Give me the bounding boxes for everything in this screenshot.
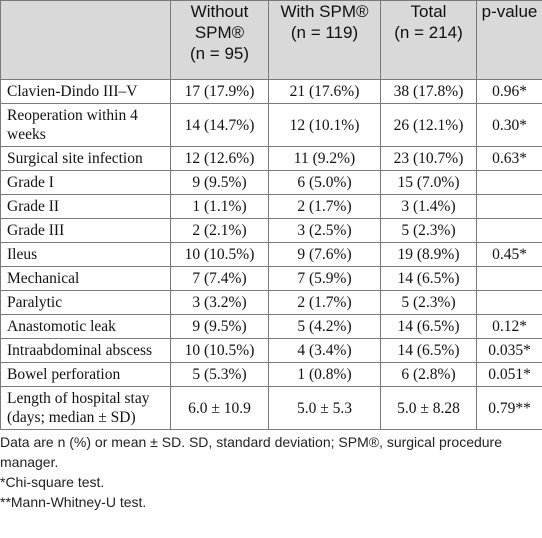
header-without-title: Without SPM®	[190, 2, 249, 42]
cell-pvalue: 0.45*	[476, 242, 542, 267]
cell-total: 38 (17.8%)	[380, 79, 477, 104]
cell-with-spm: 5 (4.2%)	[268, 314, 381, 339]
row-label: Grade II	[0, 194, 171, 219]
cell-pvalue: 0.035*	[476, 338, 542, 363]
cell-with-spm: 9 (7.6%)	[268, 242, 381, 267]
footnote-abbreviations: Data are n (%) or mean ± SD. SD, standar…	[0, 434, 502, 470]
table-row: Bowel perforation 5 (5.3%) 1 (0.8%) 6 (2.8%…	[0, 362, 542, 387]
table-row: Reoperation within 4 weeks 14 (14.7%) 12 (…	[0, 103, 542, 147]
row-label: Intraabdominal abscess	[0, 338, 171, 363]
cell-pvalue: 0.79**	[476, 386, 542, 430]
cell-with-spm: 5.0 ± 5.3	[268, 386, 381, 430]
cell-total: 5.0 ± 8.28	[380, 386, 477, 430]
cell-pvalue: 0.63*	[476, 146, 542, 171]
row-label: Reoperation within 4 weeks	[0, 103, 171, 147]
cell-with-spm: 3 (2.5%)	[268, 218, 381, 243]
table-row: Ileus 10 (10.5%) 9 (7.6%) 19 (8.9%) 0.45*	[0, 242, 542, 267]
cell-total: 26 (12.1%)	[380, 103, 477, 147]
cell-without-spm: 9 (9.5%)	[170, 170, 269, 195]
cell-without-spm: 12 (12.6%)	[170, 146, 269, 171]
cell-total: 14 (6.5%)	[380, 314, 477, 339]
footnote-mann-whitney: **Mann-Whitney-U test.	[0, 494, 147, 510]
cell-without-spm: 17 (17.9%)	[170, 79, 269, 104]
row-label: Ileus	[0, 242, 171, 267]
table-row: Grade II 1 (1.1%) 2 (1.7%) 3 (1.4%)	[0, 194, 542, 219]
cell-total: 23 (10.7%)	[380, 146, 477, 171]
cell-total: 14 (6.5%)	[380, 266, 477, 291]
row-label: Mechanical	[0, 266, 171, 291]
row-label: Grade III	[0, 218, 171, 243]
header-total-n: (n = 214)	[394, 23, 463, 42]
header-pvalue: p-value	[476, 0, 542, 80]
row-label: Length of hospital stay (days; median ± …	[0, 386, 171, 430]
cell-total: 5 (2.3%)	[380, 218, 477, 243]
cell-pvalue	[476, 194, 542, 219]
header-without-n: (n = 95)	[189, 44, 250, 63]
cell-with-spm: 12 (10.1%)	[268, 103, 381, 147]
cell-without-spm: 6.0 ± 10.9	[170, 386, 269, 430]
cell-total: 15 (7.0%)	[380, 170, 477, 195]
cell-with-spm: 21 (17.6%)	[268, 79, 381, 104]
cell-pvalue	[476, 170, 542, 195]
cell-pvalue	[476, 266, 542, 291]
cell-without-spm: 1 (1.1%)	[170, 194, 269, 219]
row-label: Surgical site infection	[0, 146, 171, 171]
header-total: Total (n = 214)	[380, 0, 477, 80]
cell-without-spm: 14 (14.7%)	[170, 103, 269, 147]
table-row: Anastomotic leak 9 (9.5%) 5 (4.2%) 14 (6.5%…	[0, 314, 542, 339]
cell-without-spm: 7 (7.4%)	[170, 266, 269, 291]
cell-total: 5 (2.3%)	[380, 290, 477, 315]
cell-total: 6 (2.8%)	[380, 362, 477, 387]
table-footnotes: Data are n (%) or mean ± SD. SD, standar…	[0, 432, 542, 512]
row-label: Clavien-Dindo III–V	[0, 79, 171, 104]
table-row: Paralytic 3 (3.2%) 2 (1.7%) 5 (2.3%)	[0, 290, 542, 315]
table-row: Grade III 2 (2.1%) 3 (2.5%) 5 (2.3%)	[0, 218, 542, 243]
header-blank-cell	[0, 0, 171, 80]
header-total-title: Total	[410, 2, 447, 21]
table-row: Clavien-Dindo III–V 17 (17.9%) 21 (17.6%) 3…	[0, 79, 542, 104]
table-row: Surgical site infection 12 (12.6%) 11 (9.2…	[0, 146, 542, 171]
cell-total: 19 (8.9%)	[380, 242, 477, 267]
header-row: Without SPM® (n = 95) With SPM® (n = 119…	[0, 0, 542, 80]
cell-with-spm: 2 (1.7%)	[268, 290, 381, 315]
row-label-text: Reoperation within 4 weeks	[7, 107, 138, 143]
results-table: Without SPM® (n = 95) With SPM® (n = 119…	[0, 0, 542, 430]
row-label-text: Length of hospital stay (days; median ± …	[7, 390, 150, 426]
cell-pvalue: 0.12*	[476, 314, 542, 339]
cell-pvalue: 0.051*	[476, 362, 542, 387]
cell-without-spm: 2 (2.1%)	[170, 218, 269, 243]
cell-pvalue	[476, 290, 542, 315]
cell-with-spm: 6 (5.0%)	[268, 170, 381, 195]
cell-without-spm: 10 (10.5%)	[170, 242, 269, 267]
cell-with-spm: 11 (9.2%)	[268, 146, 381, 171]
cell-with-spm: 1 (0.8%)	[268, 362, 381, 387]
header-with-n: (n = 119)	[290, 23, 359, 42]
header-with-spm: With SPM® (n = 119)	[268, 0, 381, 80]
row-label: Anastomotic leak	[0, 314, 171, 339]
row-label: Bowel perforation	[0, 362, 171, 387]
cell-pvalue: 0.30*	[476, 103, 542, 147]
header-without-spm: Without SPM® (n = 95)	[170, 0, 269, 80]
cell-with-spm: 4 (3.4%)	[268, 338, 381, 363]
table-row: Mechanical 7 (7.4%) 7 (5.9%) 14 (6.5%)	[0, 266, 542, 291]
footnote-chi-square: *Chi-square test.	[0, 474, 105, 490]
cell-without-spm: 3 (3.2%)	[170, 290, 269, 315]
cell-pvalue	[476, 218, 542, 243]
table-row: Intraabdominal abscess 10 (10.5%) 4 (3.4%)…	[0, 338, 542, 363]
cell-with-spm: 7 (5.9%)	[268, 266, 381, 291]
table-row: Length of hospital stay (days; median ± …	[0, 386, 542, 430]
row-label: Paralytic	[0, 290, 171, 315]
table-body: Clavien-Dindo III–V 17 (17.9%) 21 (17.6%) 3…	[0, 79, 542, 430]
cell-total: 3 (1.4%)	[380, 194, 477, 219]
cell-without-spm: 5 (5.3%)	[170, 362, 269, 387]
header-pvalue-label: p-value	[481, 2, 538, 21]
row-label: Grade I	[0, 170, 171, 195]
cell-pvalue: 0.96*	[476, 79, 542, 104]
cell-with-spm: 2 (1.7%)	[268, 194, 381, 219]
cell-total: 14 (6.5%)	[380, 338, 477, 363]
cell-without-spm: 10 (10.5%)	[170, 338, 269, 363]
cell-without-spm: 9 (9.5%)	[170, 314, 269, 339]
header-with-title: With SPM®	[280, 2, 369, 21]
